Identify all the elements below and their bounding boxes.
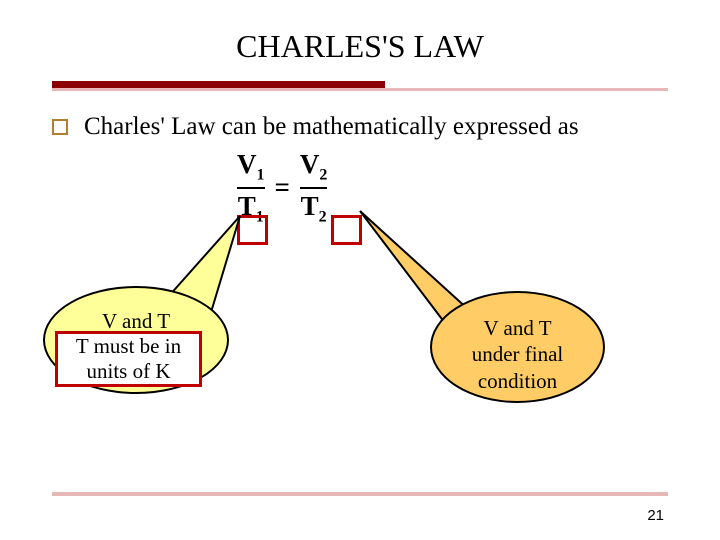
bullet-square-icon: [52, 119, 68, 135]
eq-v1: V1: [237, 149, 265, 185]
fraction-right: V2 T2: [300, 149, 328, 227]
slide-title: CHARLES'S LAW: [0, 0, 720, 75]
bullet-text: Charles' Law can be mathematically expre…: [84, 113, 579, 141]
rule-light: [52, 88, 668, 91]
bullet-row: Charles' Law can be mathematically expre…: [0, 113, 720, 141]
footer-rule: [52, 492, 668, 496]
callout-right-line1: V and T: [446, 315, 589, 341]
overlay-temperature-note: T must be in units of K: [55, 331, 202, 387]
page-number: 21: [647, 507, 664, 524]
eq-t2: T2: [301, 191, 327, 227]
callout-right: V and T under final condition: [430, 291, 605, 403]
frac-bar-left: [237, 187, 265, 189]
equals-sign: =: [275, 172, 290, 203]
callout-right-line3: condition: [446, 368, 589, 394]
equation-area: V1 T1 = V2 T2 V and T V and T under fina…: [0, 141, 720, 431]
callout-right-line2: under final: [446, 341, 589, 367]
overlay-line1: T must be in: [76, 334, 181, 359]
rule-dark: [52, 81, 385, 88]
callout-left-text: V and T: [55, 302, 217, 334]
frac-bar-right: [300, 187, 328, 189]
eq-v2: V2: [300, 149, 328, 185]
title-underline: [52, 81, 668, 95]
overlay-line2: units of K: [76, 359, 181, 384]
